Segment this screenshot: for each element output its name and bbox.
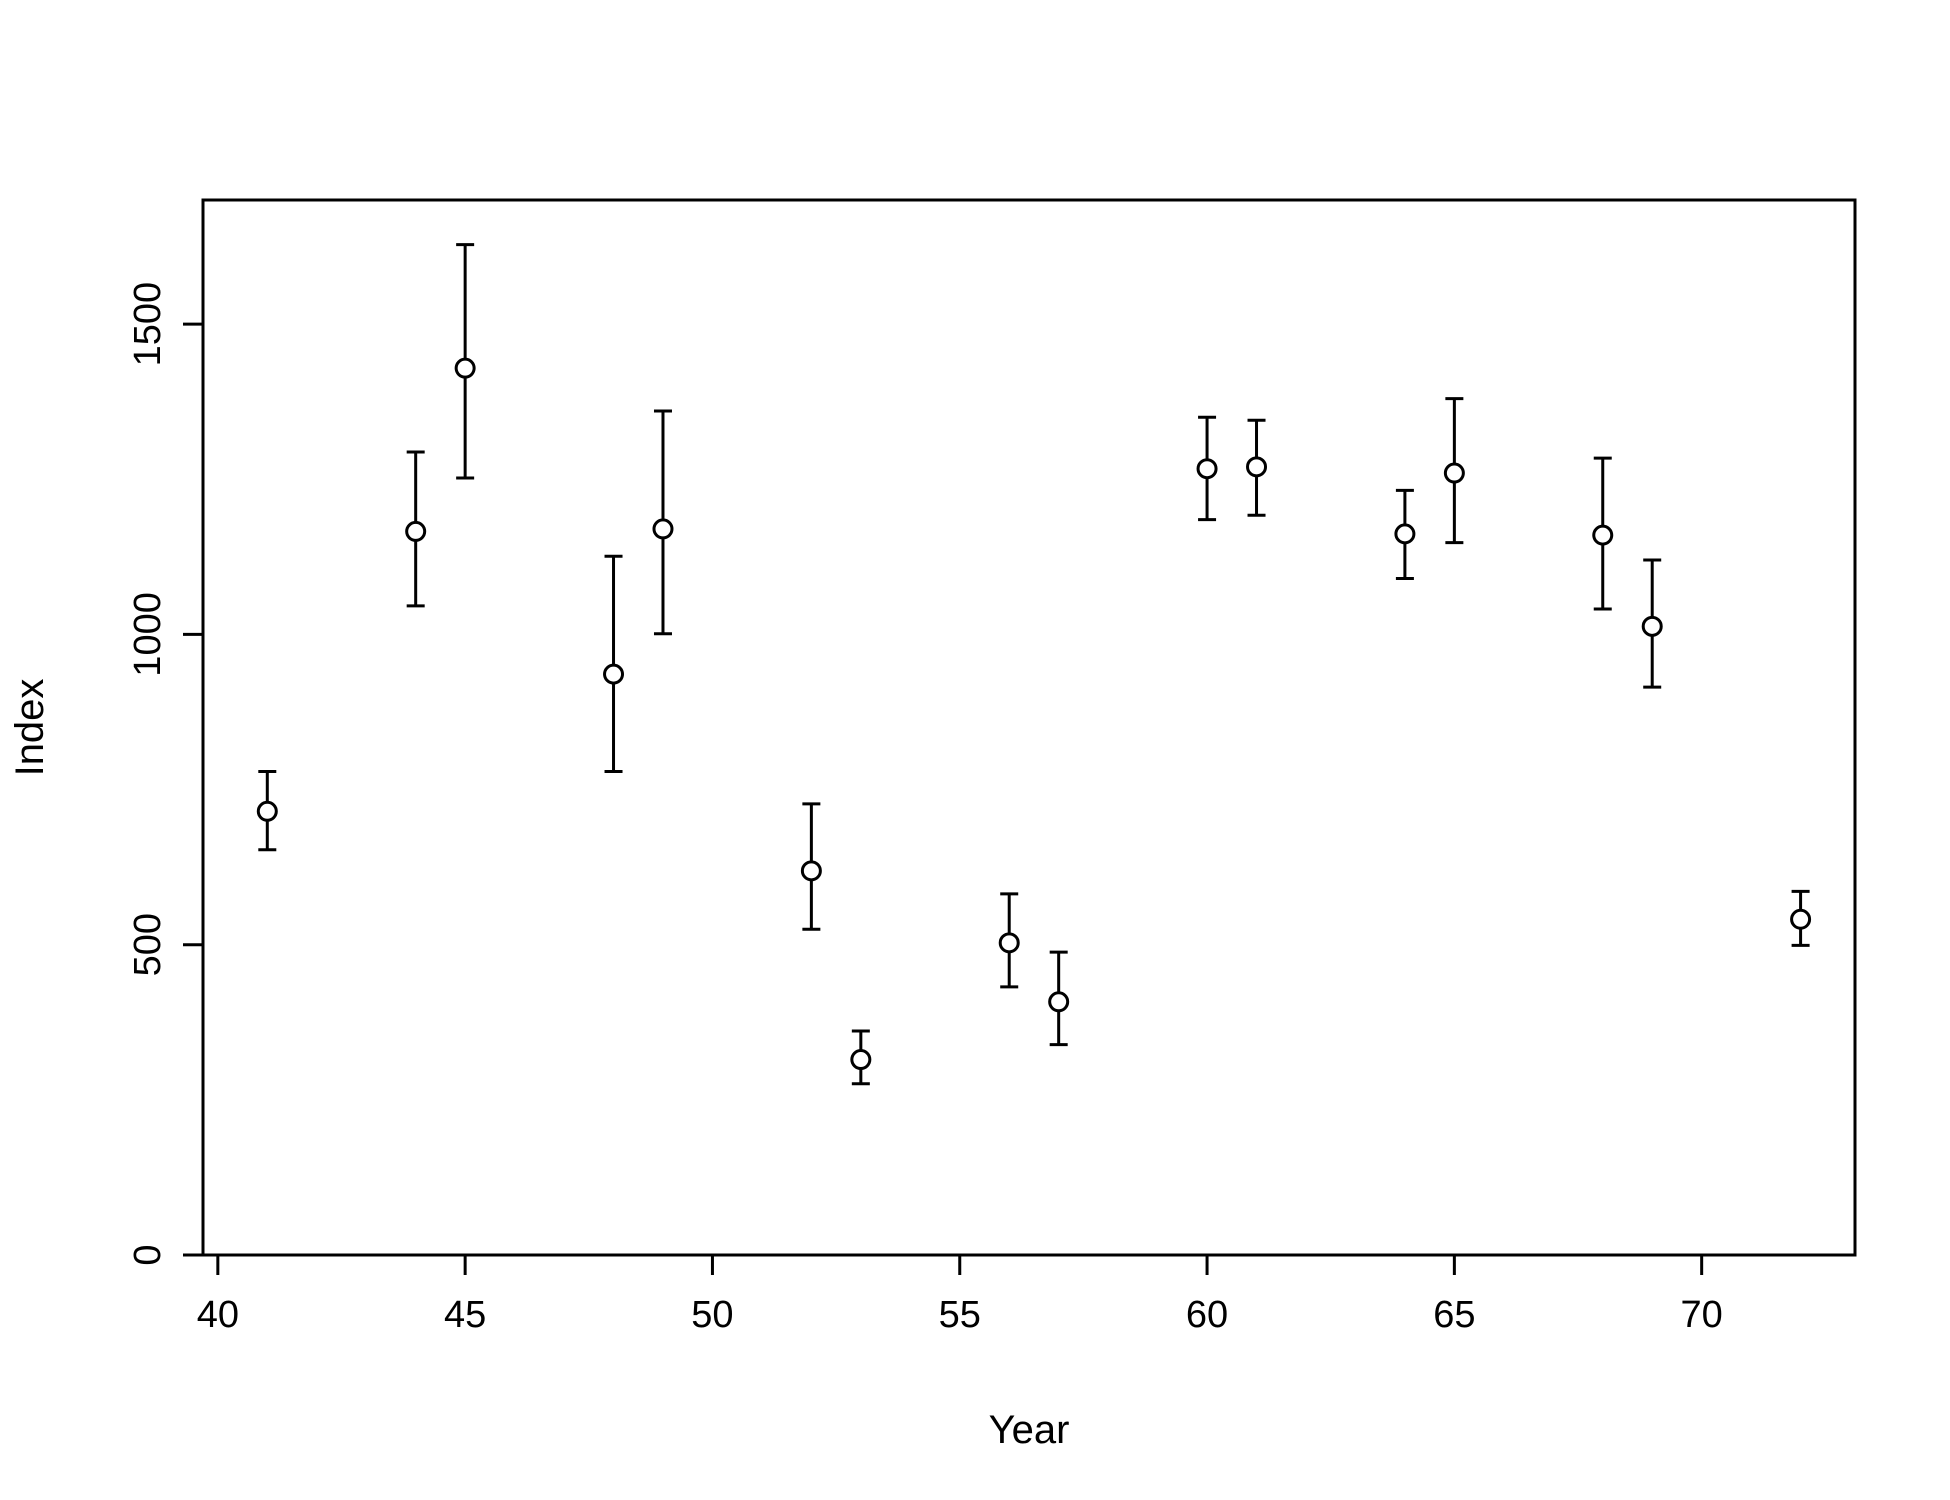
x-tick-label: 45 xyxy=(444,1294,486,1336)
data-point-group xyxy=(1196,415,1218,522)
data-point-group xyxy=(1048,950,1070,1047)
data-point xyxy=(1394,523,1416,545)
data-point-group xyxy=(1592,456,1614,611)
data-point-group xyxy=(800,802,822,931)
data-point-group xyxy=(1443,397,1465,545)
data-point-group xyxy=(256,770,278,852)
data-point xyxy=(1592,524,1614,546)
data-point-group xyxy=(652,409,674,636)
data-point-group xyxy=(998,892,1020,989)
x-tick-label: 65 xyxy=(1433,1294,1475,1336)
x-tick-label: 70 xyxy=(1681,1294,1723,1336)
data-layer xyxy=(256,243,1812,1086)
data-point-group xyxy=(1790,889,1812,947)
data-point-group xyxy=(405,450,427,608)
y-tick-label: 1000 xyxy=(127,592,169,677)
x-tick-label: 50 xyxy=(691,1294,733,1336)
x-axis: 40 45 50 55 60 65 70 xyxy=(197,1253,1723,1336)
data-point xyxy=(1196,458,1218,480)
data-point xyxy=(405,520,427,542)
plot-frame xyxy=(201,198,1857,1257)
data-point xyxy=(603,663,625,685)
y-tick-label: 1500 xyxy=(127,282,169,367)
plot-frame-layer xyxy=(201,198,1857,1257)
data-point xyxy=(1641,615,1663,637)
data-point xyxy=(1048,991,1070,1013)
data-point xyxy=(998,932,1020,954)
data-point xyxy=(1246,456,1268,478)
x-axis-label: Year xyxy=(989,1408,1070,1452)
data-point xyxy=(800,860,822,882)
data-point-group xyxy=(1246,418,1268,517)
data-point xyxy=(1443,462,1465,484)
data-point-group xyxy=(1641,558,1663,689)
data-point-group xyxy=(454,243,476,480)
x-tick-label: 60 xyxy=(1186,1294,1228,1336)
data-point xyxy=(850,1049,872,1071)
data-point xyxy=(454,357,476,379)
data-point xyxy=(1790,908,1812,930)
y-axis-label: Index xyxy=(8,679,52,777)
data-point-group xyxy=(1394,488,1416,581)
data-point xyxy=(256,800,278,822)
data-point-group xyxy=(850,1029,872,1086)
x-tick-label: 55 xyxy=(939,1294,981,1336)
x-tick-label: 40 xyxy=(197,1294,239,1336)
y-tick-label: 0 xyxy=(127,1244,169,1265)
data-point xyxy=(652,518,674,540)
y-tick-label: 500 xyxy=(127,913,169,976)
data-point-group xyxy=(603,554,625,774)
y-axis: 0 500 1000 1500 xyxy=(127,282,205,1266)
